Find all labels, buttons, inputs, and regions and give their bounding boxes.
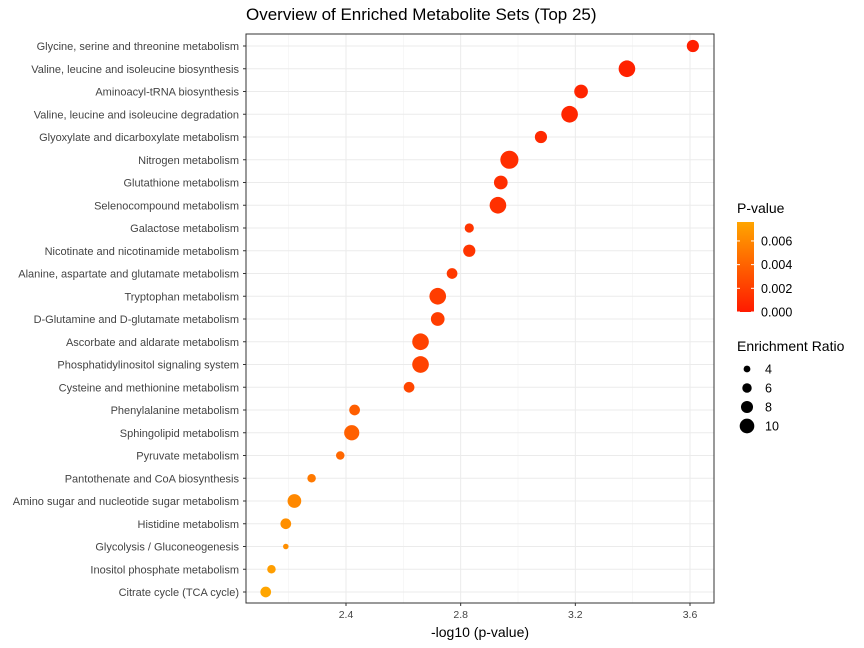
y-tick-label: Selenocompound metabolism <box>94 200 239 212</box>
y-tick-label: D-Glutamine and D-glutamate metabolism <box>34 314 239 326</box>
y-tick-label: Histidine metabolism <box>138 519 239 531</box>
data-point <box>430 312 445 326</box>
chart-title: Overview of Enriched Metabolite Sets (To… <box>246 5 597 24</box>
data-point <box>287 494 302 508</box>
y-tick-label: Citrate cycle (TCA cycle) <box>119 587 239 599</box>
y-tick-label: Phenylalanine metabolism <box>111 405 239 417</box>
y-tick-label: Pantothenate and CoA biosynthesis <box>65 473 240 485</box>
y-tick-label: Pyruvate metabolism <box>136 451 239 463</box>
y-tick-label: Alanine, aspartate and glutamate metabol… <box>18 269 239 281</box>
y-tick-label: Valine, leucine and isoleucine biosynthe… <box>31 64 239 76</box>
y-tick-label: Glycolysis / Gluconeogenesis <box>95 542 239 554</box>
data-point <box>260 586 272 598</box>
data-point <box>283 543 289 550</box>
data-point <box>561 105 578 123</box>
data-point <box>500 150 519 169</box>
x-axis-ticks: 2.4 2.8 3.2 3.6 <box>339 603 698 621</box>
data-point <box>446 268 458 279</box>
data-point <box>403 381 415 393</box>
x-tick-label: 2.8 <box>453 609 468 621</box>
y-tick-label: Amino sugar and nucleotide sugar metabol… <box>13 496 239 508</box>
data-point <box>280 518 292 530</box>
y-tick-label: Sphingolipid metabolism <box>120 428 239 440</box>
data-point <box>574 84 588 99</box>
y-tick-label: Tryptophan metabolism <box>124 291 239 303</box>
p-value-colorbar <box>737 222 754 312</box>
y-tick-label: Glycine, serine and threonine metabolism <box>37 41 239 53</box>
y-axis-labels: Glycine, serine and threonine metabolism… <box>13 41 246 599</box>
data-point <box>344 425 360 441</box>
y-tick-label: Nicotinate and nicotinamide metabolism <box>45 246 239 258</box>
p-value-legend-label: 0.000 <box>761 306 792 320</box>
data-point <box>618 60 636 78</box>
x-tick-label: 2.4 <box>339 609 354 621</box>
data-point <box>412 356 429 373</box>
data-point <box>493 175 508 190</box>
size-legend-dot <box>742 383 752 393</box>
size-legend-dot <box>740 400 754 414</box>
data-point <box>267 565 276 574</box>
data-point <box>412 333 429 351</box>
y-tick-label: Ascorbate and aldarate metabolism <box>66 337 239 349</box>
y-tick-label: Cysteine and methionine metabolism <box>59 382 239 394</box>
grid-lines <box>245 33 715 604</box>
data-points <box>260 39 699 598</box>
data-point <box>489 196 507 214</box>
p-value-legend-title: P-value <box>737 200 785 216</box>
y-tick-label: Inositol phosphate metabolism <box>90 564 239 576</box>
p-value-legend-label: 0.006 <box>761 234 792 248</box>
size-legend-label: 8 <box>765 401 772 415</box>
data-point <box>336 451 345 460</box>
size-legend-dot <box>739 418 755 434</box>
data-point <box>307 474 316 483</box>
y-tick-label: Nitrogen metabolism <box>138 155 239 167</box>
y-tick-label: Glyoxylate and dicarboxylate metabolism <box>39 132 239 144</box>
p-value-legend: P-value 0.006 0.004 0.002 0.000 <box>737 200 792 320</box>
size-legend-label: 4 <box>765 363 772 377</box>
enrichment-ratio-legend-title: Enrichment Ratio <box>737 338 845 354</box>
data-point <box>464 223 474 233</box>
data-point <box>534 130 548 144</box>
x-axis-title: -log10 (p-value) <box>431 624 529 640</box>
size-legend-dot <box>743 365 751 373</box>
data-point <box>686 39 699 53</box>
y-tick-label: Phosphatidylinositol signaling system <box>57 360 239 372</box>
x-tick-label: 3.2 <box>568 609 583 621</box>
x-tick-label: 3.6 <box>683 609 698 621</box>
p-value-legend-label: 0.002 <box>761 282 792 296</box>
y-tick-label: Galactose metabolism <box>130 223 239 235</box>
data-point <box>349 404 360 416</box>
enrichment-ratio-legend: Enrichment Ratio 4 6 8 10 <box>737 338 845 434</box>
y-tick-label: Valine, leucine and isoleucine degradati… <box>34 109 239 121</box>
size-legend-label: 10 <box>765 420 779 434</box>
size-legend-label: 6 <box>765 382 772 396</box>
data-point <box>463 244 476 257</box>
y-tick-label: Glutathione metabolism <box>123 178 239 190</box>
y-tick-label: Aminoacyl-tRNA biosynthesis <box>95 87 239 99</box>
data-point <box>429 287 447 305</box>
p-value-legend-label: 0.004 <box>761 258 792 272</box>
